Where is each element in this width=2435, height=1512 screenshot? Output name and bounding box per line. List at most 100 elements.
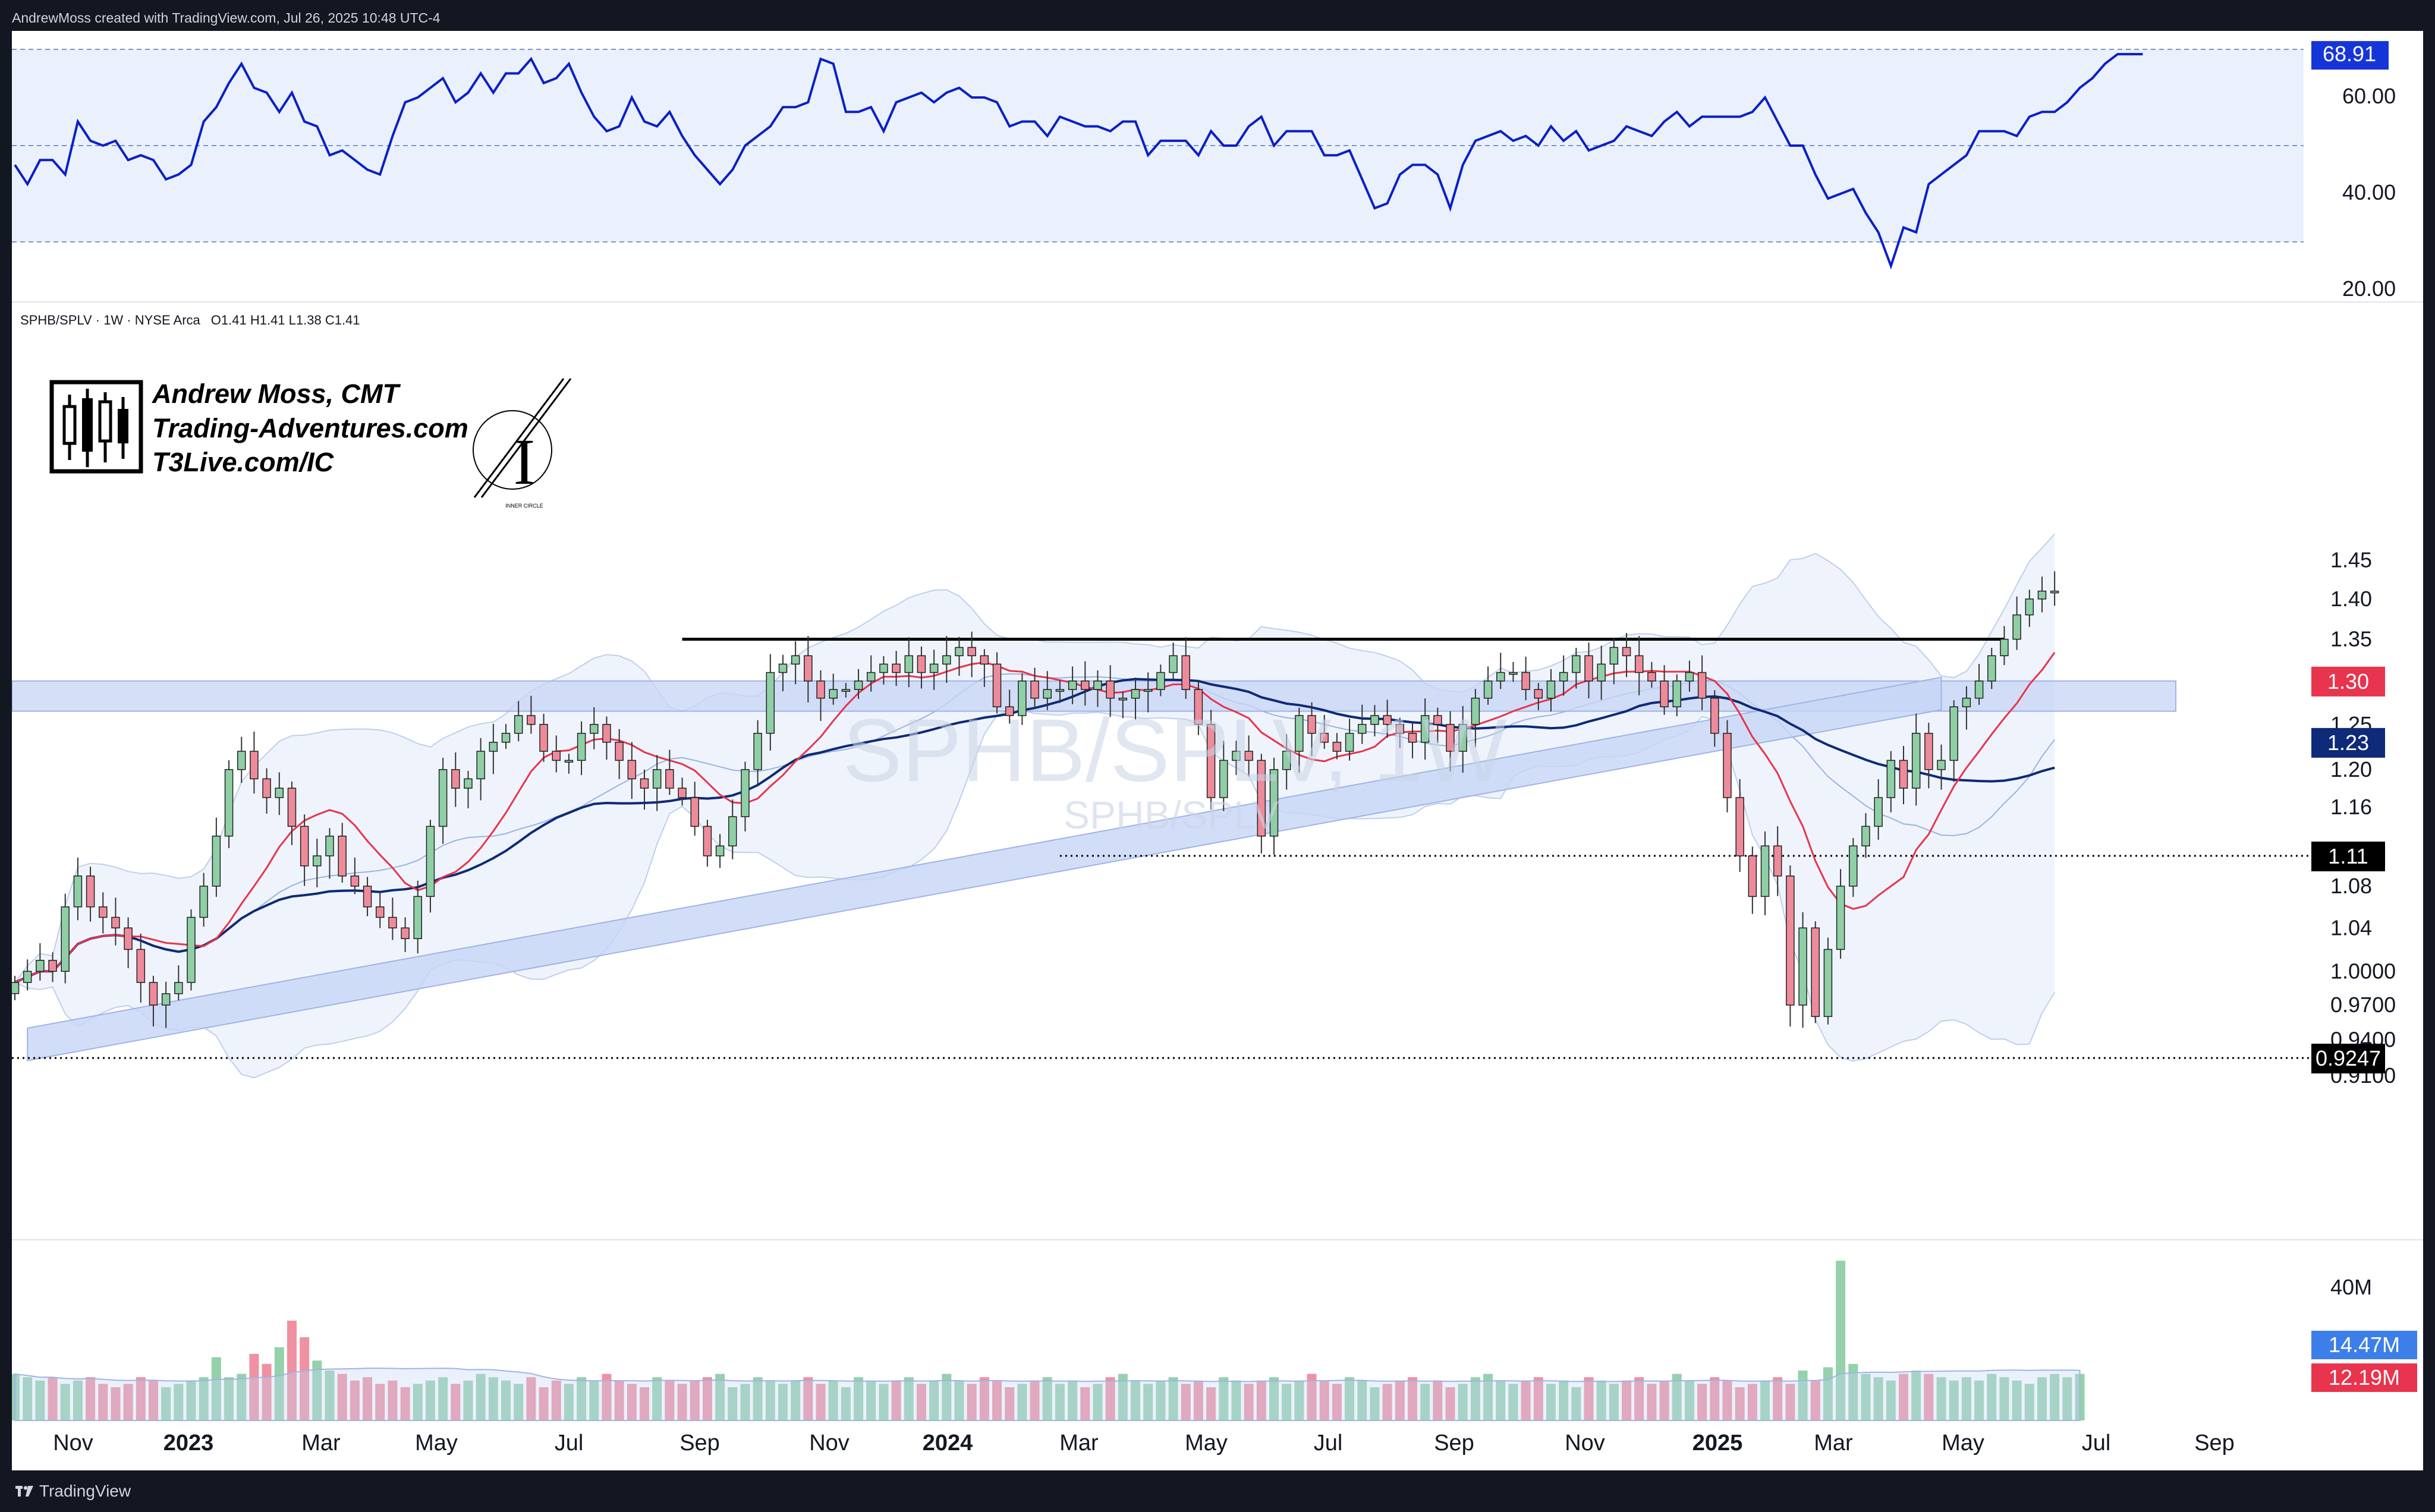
volume-bar	[715, 1374, 725, 1420]
candle	[929, 649, 939, 690]
candle-body	[1786, 875, 1795, 1006]
volume-bar	[425, 1380, 435, 1420]
candle-body	[841, 689, 851, 692]
candle-body	[929, 663, 939, 673]
volume-bar	[1659, 1380, 1669, 1420]
candle-body	[1496, 672, 1505, 682]
candle	[1597, 645, 1606, 700]
candle	[124, 917, 133, 968]
time-axis[interactable]: Nov 2023 Mar May Jul Sep Nov 2024 Mar May Jul Sep No…	[53, 1431, 2235, 1456]
volume-bar	[791, 1380, 801, 1420]
candle-body	[149, 982, 158, 1006]
price-label-bg	[2311, 1044, 2385, 1074]
candle-body	[980, 655, 989, 665]
candle-body	[1219, 760, 1228, 798]
candle	[1773, 826, 1782, 896]
candle-body	[1131, 689, 1140, 699]
volume-bar	[86, 1377, 96, 1420]
inner-circle-logo-icon: I INNER CIRCLE	[473, 378, 572, 509]
volume-bar	[1496, 1380, 1506, 1420]
candle-body	[338, 835, 347, 877]
volume-panel[interactable]	[12, 1261, 2085, 1421]
candle	[1786, 865, 1795, 1027]
candle	[615, 729, 624, 779]
volume-bar	[111, 1387, 121, 1420]
volume-bar	[350, 1380, 360, 1420]
candle	[1433, 707, 1442, 744]
volume-bar	[539, 1387, 549, 1420]
candle-body	[1018, 681, 1027, 716]
price-tick-label: 1.40	[2330, 587, 2372, 611]
candle-body	[1458, 724, 1467, 752]
volume-bar	[979, 1377, 989, 1420]
candle	[1295, 707, 1304, 773]
candle	[1911, 713, 1921, 806]
candle	[942, 636, 951, 683]
volume-bar	[1068, 1380, 1078, 1420]
candle	[1307, 702, 1316, 757]
candle-body	[590, 724, 599, 734]
volume-label-up-bg	[2311, 1331, 2417, 1359]
tradingview-logo-icon[interactable]	[15, 1486, 33, 1497]
volume-bar	[1458, 1384, 1468, 1420]
volume-bar	[1999, 1377, 2009, 1420]
candle	[401, 917, 410, 952]
price-panel[interactable]	[12, 533, 2311, 1079]
volume-bar	[1974, 1380, 1984, 1420]
candle	[438, 757, 448, 844]
candle-body	[854, 681, 863, 690]
candle-body	[1332, 742, 1342, 752]
footer-brand[interactable]: TradingView	[39, 1482, 131, 1500]
candle	[841, 683, 851, 698]
volume-bar	[1445, 1387, 1455, 1420]
volume-bar	[1785, 1384, 1795, 1420]
candle-body	[1395, 724, 1405, 734]
rsi-panel[interactable]	[12, 49, 2304, 270]
candle-body	[489, 742, 498, 752]
volume-bar	[211, 1357, 221, 1420]
candle-body	[187, 916, 196, 983]
price-axis[interactable]: 60.0040.0020.0068.911.451.401.351.251.20…	[12, 41, 2423, 1392]
time-tick-label: May	[1942, 1431, 1984, 1456]
volume-bar	[728, 1387, 738, 1420]
candle-body	[678, 788, 687, 798]
chart-svg[interactable]: 60.0040.0020.0068.911.451.401.351.251.20…	[12, 31, 2423, 1470]
candle	[715, 834, 725, 868]
candle	[1949, 700, 1958, 782]
candle	[1609, 638, 1619, 685]
volume-bar	[2062, 1377, 2072, 1420]
candle	[564, 754, 574, 774]
candle-body	[1748, 855, 1757, 897]
volume-bar	[148, 1380, 158, 1420]
candle	[149, 975, 158, 1027]
volume-bar	[12, 1374, 20, 1420]
volume-ma-area	[14, 1368, 2081, 1421]
candle-body	[136, 949, 146, 983]
candle	[136, 933, 146, 1003]
volume-bar	[954, 1380, 964, 1420]
volume-bar	[1584, 1377, 1594, 1420]
volume-bar	[60, 1384, 70, 1420]
candle	[1194, 680, 1203, 735]
symbol-legend-name: SPHB/SPLV · 1W · NYSE Arca	[20, 313, 201, 327]
volume-bar	[1319, 1380, 1329, 1420]
candle-body	[300, 826, 309, 867]
candle	[1181, 637, 1190, 699]
time-tick-label: Nov	[53, 1431, 93, 1456]
brand-site: Trading-Adventures.com	[152, 413, 468, 443]
volume-bar	[1395, 1380, 1405, 1420]
volume-label-down-bg	[2311, 1363, 2417, 1392]
candle-body	[48, 960, 57, 972]
candle	[262, 768, 271, 814]
candle	[1143, 672, 1153, 713]
candle-body	[1068, 681, 1077, 690]
candle	[892, 651, 901, 686]
candle	[313, 839, 322, 887]
chart-area[interactable]: 60.00 40.00 20.00 68.91 1.45 1.40 1.35 1.25 1.20…	[12, 31, 2423, 1470]
volume-bar	[1773, 1377, 1783, 1420]
candle-body	[753, 733, 762, 770]
price-label-bg	[2311, 727, 2385, 758]
candle-body	[816, 681, 825, 699]
candle	[1634, 636, 1644, 695]
candle-body	[287, 788, 297, 827]
